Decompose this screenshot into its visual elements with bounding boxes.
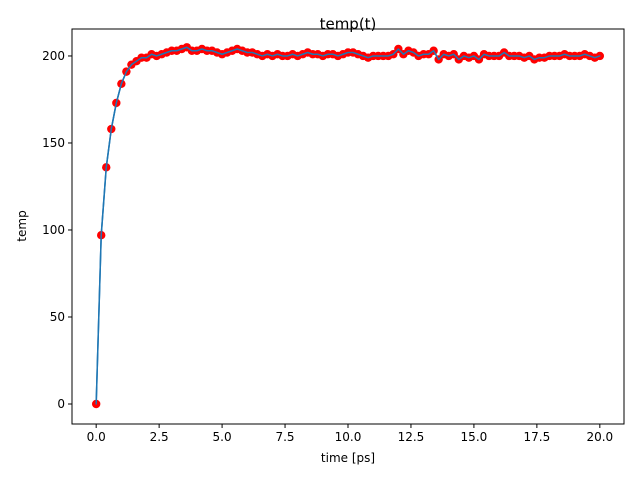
y-tick-label: 50 [50,310,65,324]
x-axis-ticks: 0.0 2.5 5.0 7.5 10.0 12.5 15.0 17.5 20.0 [87,424,613,444]
plot-area [71,28,625,425]
x-tick-label: 12.5 [398,430,425,444]
x-axis-label: time [ps] [321,451,375,465]
chart-title: temp(t) [320,15,377,33]
x-tick-label: 10.0 [335,430,362,444]
y-axis-label: temp [15,210,29,241]
y-axis-ticks: 0 50 100 150 200 [42,49,72,411]
x-tick-label: 0.0 [87,430,106,444]
x-tick-label: 7.5 [275,430,294,444]
x-tick-label: 2.5 [150,430,169,444]
series-layer [91,43,605,409]
x-tick-label: 5.0 [213,430,232,444]
y-tick-label: 100 [42,223,65,237]
x-tick-label: 20.0 [586,430,613,444]
y-tick-label: 200 [42,49,65,63]
x-tick-label: 17.5 [524,430,551,444]
y-tick-label: 0 [57,397,65,411]
x-tick-label: 15.0 [461,430,488,444]
y-tick-label: 150 [42,136,65,150]
series-line-overlay [95,46,601,405]
